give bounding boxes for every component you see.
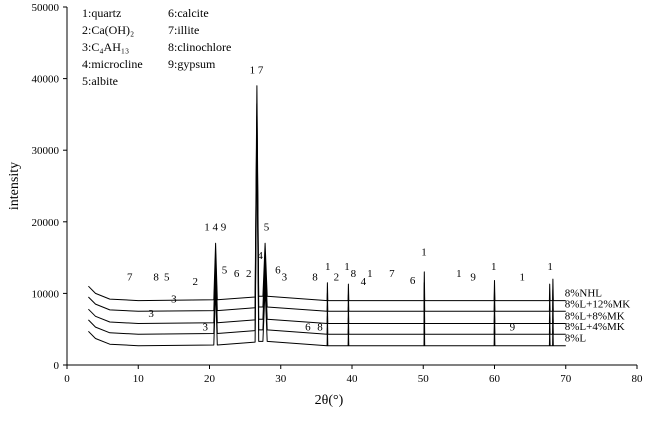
peak-annotation: 1 — [367, 268, 373, 280]
y-tick-label: 20000 — [32, 217, 60, 229]
peak-annotation: 1 — [520, 272, 526, 284]
peak-annotation: 5 — [264, 221, 270, 233]
peak-annotation: 1 — [547, 261, 553, 273]
peak-annotation: 1 4 9 — [204, 221, 227, 233]
peak-annotation: 1 — [491, 261, 497, 273]
peak-annotation: 1 7 — [250, 65, 264, 77]
peak-annotation: 8 — [312, 272, 318, 284]
x-tick-label: 30 — [275, 373, 287, 385]
series-line-3 — [88, 126, 566, 335]
peak-annotation: 5 — [164, 272, 170, 284]
y-axis-ticks: 0 10000 20000 30000 40000 50000 — [32, 2, 67, 372]
series-line-4 — [88, 137, 566, 347]
peak-annotation: 3 — [282, 272, 288, 284]
series-layer — [88, 85, 566, 347]
x-tick-label: 70 — [560, 373, 572, 385]
x-tick-label: 40 — [347, 373, 359, 385]
x-tick-label: 0 — [64, 373, 70, 385]
peak-annotation: 2 — [334, 272, 340, 284]
peak-annotation: 4 — [361, 276, 367, 288]
legend-entry: 4:microcline — [82, 57, 143, 71]
legend: 1:quartz 2:Ca(OH)₂ 3:C₄AH₁₃ 4:microcline 5:a… — [82, 6, 231, 88]
series-line-1 — [88, 103, 566, 312]
peak-annotation: 3 — [171, 294, 177, 306]
peak-annotation: 8 — [153, 272, 159, 284]
peak-annotation: 1 — [456, 268, 462, 280]
x-tick-label: 50 — [418, 373, 430, 385]
peak-annotation: 8 — [317, 322, 323, 334]
legend-entry: 9:gypsum — [168, 57, 216, 71]
series-label: 8%L+8%MK — [565, 310, 625, 322]
y-tick-label: 50000 — [32, 2, 60, 14]
peak-annotation: 2 — [193, 276, 199, 288]
y-tick-label: 0 — [54, 360, 60, 372]
legend-entry: 5:albite — [82, 74, 118, 88]
peak-annotation: 6 — [234, 268, 240, 280]
series-label: 8%L+4%MK — [565, 321, 625, 333]
x-tick-label: 60 — [489, 373, 501, 385]
peak-annotation: 8 — [351, 268, 357, 280]
peak-annotation: 7 — [127, 272, 133, 284]
legend-entry: 1:quartz — [82, 6, 121, 20]
peak-annotation: 6 — [305, 322, 311, 334]
legend-entry: 8:clinochlore — [168, 40, 231, 54]
peak-annotation: 9 — [510, 322, 516, 334]
legend-entry: 2:Ca(OH)₂ — [82, 23, 134, 37]
y-tick-label: 40000 — [32, 74, 60, 86]
series-line-2 — [88, 115, 566, 324]
peak-annotation: 7 — [389, 268, 395, 280]
y-tick-label: 10000 — [32, 288, 60, 300]
x-tick-label: 10 — [133, 373, 145, 385]
legend-entry: 3:C₄AH₁₃ — [82, 40, 129, 54]
x-tick-label: 20 — [204, 373, 216, 385]
series-label: 8%NHL — [565, 288, 603, 300]
peak-annotation: 6 — [275, 264, 281, 276]
peak-annotation: 1 — [344, 261, 350, 273]
x-axis-ticks: 0 10 20 30 40 50 60 70 80 — [64, 365, 643, 385]
legend-entry: 7:illite — [168, 23, 199, 37]
peak-annotation: 1 — [421, 246, 427, 258]
peak-annotation: 3 — [148, 308, 154, 320]
peak-annotation: 2 — [246, 268, 252, 280]
legend-entry: 6:calcite — [168, 6, 209, 20]
peak-annotation: 3 — [202, 322, 208, 334]
x-tick-label: 80 — [632, 373, 644, 385]
peak-annotation: 4 — [257, 250, 263, 262]
series-label: 8%L — [565, 333, 587, 345]
series-label: 8%L+12%MK — [565, 298, 631, 310]
peak-annotation: 5 — [222, 264, 228, 276]
y-tick-label: 30000 — [32, 145, 60, 157]
peak-annotation: 6 — [410, 275, 416, 287]
series-line-0 — [88, 85, 566, 302]
peak-annotation: 1 — [325, 261, 331, 273]
peak-annotation: 9 — [470, 272, 476, 284]
y-axis-title: intensity — [7, 162, 22, 210]
x-axis-title: 2θ(°) — [315, 393, 344, 408]
